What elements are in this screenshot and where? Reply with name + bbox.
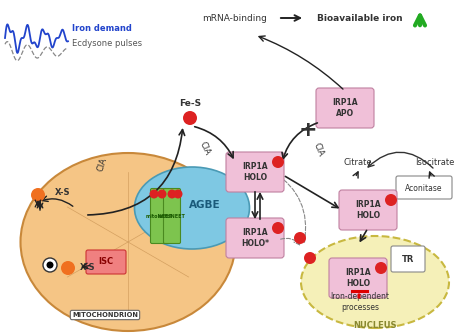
Text: mRNA-binding: mRNA-binding (202, 13, 267, 22)
Circle shape (167, 189, 176, 198)
Circle shape (272, 222, 284, 234)
FancyBboxPatch shape (396, 176, 452, 199)
FancyBboxPatch shape (86, 250, 126, 274)
Text: NUCLEUS: NUCLEUS (353, 322, 397, 331)
Circle shape (61, 261, 75, 275)
Text: IRP1A
APO: IRP1A APO (332, 98, 358, 118)
Text: CIA: CIA (311, 142, 325, 158)
Circle shape (304, 252, 316, 264)
Text: MITOCHONDRION: MITOCHONDRION (72, 312, 138, 318)
Circle shape (183, 111, 197, 125)
Text: CIA: CIA (96, 157, 109, 173)
FancyBboxPatch shape (226, 152, 284, 192)
Ellipse shape (301, 236, 449, 328)
Text: +: + (299, 120, 317, 140)
Circle shape (173, 189, 182, 198)
Text: CIA: CIA (198, 140, 212, 156)
Text: IRP1A
HOLO*: IRP1A HOLO* (241, 228, 269, 248)
Ellipse shape (135, 167, 249, 249)
FancyBboxPatch shape (391, 246, 425, 272)
Text: AGBE: AGBE (189, 200, 221, 210)
Circle shape (43, 258, 57, 272)
Circle shape (46, 262, 54, 269)
Circle shape (375, 262, 387, 274)
Circle shape (149, 189, 158, 198)
Text: IRP1A
HOLO: IRP1A HOLO (242, 162, 268, 182)
Text: Citrate: Citrate (344, 158, 372, 167)
FancyBboxPatch shape (316, 88, 374, 128)
FancyBboxPatch shape (339, 190, 397, 230)
FancyBboxPatch shape (226, 218, 284, 258)
Text: Iron-dependent
processes: Iron-dependent processes (330, 292, 390, 312)
Text: IRP1A
HOLO: IRP1A HOLO (345, 268, 371, 288)
Text: Fe-S: Fe-S (179, 99, 201, 108)
Text: Aconitase: Aconitase (405, 183, 443, 192)
Circle shape (385, 194, 397, 206)
Circle shape (272, 156, 284, 168)
Text: Ecdysone pulses: Ecdysone pulses (72, 38, 142, 47)
Circle shape (294, 232, 306, 244)
FancyBboxPatch shape (151, 188, 167, 243)
Ellipse shape (20, 153, 236, 331)
Circle shape (157, 189, 166, 198)
Text: ISC: ISC (99, 258, 114, 267)
Text: X-S: X-S (55, 187, 71, 196)
Text: Iron demand: Iron demand (72, 23, 132, 32)
Circle shape (31, 188, 45, 202)
Text: Isocitrate: Isocitrate (415, 158, 455, 167)
Text: X-S: X-S (80, 264, 95, 273)
Text: Bioavailable iron: Bioavailable iron (317, 13, 403, 22)
FancyBboxPatch shape (329, 258, 387, 298)
FancyBboxPatch shape (164, 188, 181, 243)
Text: IRP1A
HOLO: IRP1A HOLO (355, 200, 381, 220)
Text: TR: TR (402, 255, 414, 264)
Text: mitoNEET: mitoNEET (159, 213, 185, 218)
Text: mitoNEET: mitoNEET (146, 213, 173, 218)
